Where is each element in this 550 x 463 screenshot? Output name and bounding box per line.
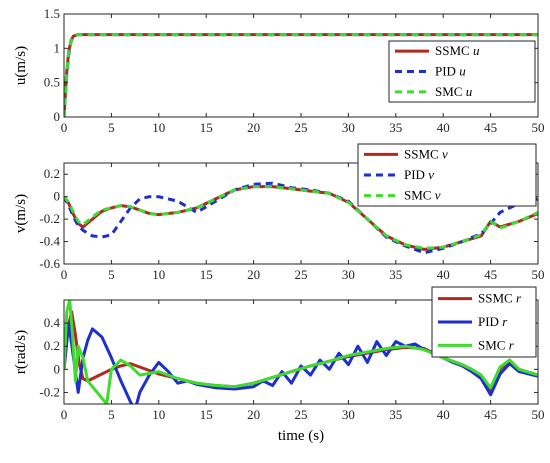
y-tick-label: -0.6 [39,256,60,271]
y-tick-label: 0.4 [44,315,61,330]
y-tick-label: -0.4 [39,234,60,249]
x-tick-label: 25 [295,267,308,282]
v-panel: 0 5 10 15 20 25 30 35 40 45 50 -0.6 -0.4 -0.2 0 0.2 v(m/… [13,143,545,282]
x-tick-label: 25 [295,407,308,422]
x-tick-label: 5 [108,407,115,422]
x-tick-label: 0 [61,120,68,135]
y-axis-label: r(rad/s) [13,330,29,374]
x-tick-label: 35 [389,267,402,282]
series-group [64,300,538,404]
x-tick-label: 45 [484,407,497,422]
series-line-ssmc-u [64,33,538,117]
x-tick-label: 25 [295,120,308,135]
x-axis-label: time (s) [278,428,324,444]
y-axis-label: v(m/s) [13,194,29,233]
r-panel: 0 5 10 15 20 25 30 35 40 45 50-0.200.20.4r(rad/s)t… [13,286,545,444]
x-tick-label: 50 [532,120,545,135]
legend-entry: PID r [478,314,508,329]
x-tick-label: 30 [342,267,355,282]
series-line-smc-r [64,300,538,404]
y-tick-label: 0.5 [44,75,60,90]
legend-entry: SSMC u [435,43,480,58]
series-line-smc-v [64,185,538,250]
y-tick-label: -0.2 [39,211,60,226]
y-tick-label: 0 [54,361,61,376]
x-tick-label: 20 [247,407,260,422]
y-tick-label: 0.2 [44,166,60,181]
legend-entry: SSMC v [404,146,448,161]
x-tick-label: 40 [437,407,450,422]
legend-entry: PID v [404,167,434,182]
y-axis-label: u(m/s) [13,46,29,85]
legend: SSMC r PID r SMC r [431,286,537,358]
legend: SSMC u PID u SMC u [388,40,536,103]
legend-entry: SSMC r [478,291,522,306]
x-tick-label: 15 [200,267,213,282]
x-tick-label: 5 [108,267,115,282]
x-tick-label: 10 [152,407,165,422]
x-tick-label: 15 [200,120,213,135]
x-tick-label: 5 [108,120,115,135]
x-tick-label: 35 [389,120,402,135]
x-tick-label: 45 [484,267,497,282]
y-tick-label: 0 [54,109,61,124]
legend-entry: SMC r [478,337,515,352]
x-tick-label: 20 [247,120,260,135]
x-tick-label: 10 [152,267,165,282]
y-tick-label: 1 [54,40,61,55]
legend: SSMC v PID v SMC v [357,143,537,207]
x-tick-label: 30 [342,120,355,135]
x-tick-label: 50 [532,407,545,422]
series-group [64,33,538,117]
u-panel: 0 5 10 15 20 25 30 35 40 45 50 0 0.5 1 1.5 u(m/s) SSMC u… [13,6,545,135]
x-tick-label: 45 [484,120,497,135]
legend-entry: SMC v [404,188,441,203]
x-tick-label: 30 [342,407,355,422]
x-tick-label: 10 [152,120,165,135]
x-tick-label: 20 [247,267,260,282]
y-tick-label: 0.2 [44,338,60,353]
x-tick-label: 0 [61,267,68,282]
x-tick-label: 15 [200,407,213,422]
y-tick-label: 0 [54,189,61,204]
y-tick-label: -0.2 [39,384,60,399]
x-tick-label: 40 [437,267,450,282]
x-tick-label: 35 [389,407,402,422]
x-tick-label: 40 [437,120,450,135]
x-tick-label: 50 [532,267,545,282]
y-tick-label: 1.5 [44,6,60,21]
series-group [64,181,538,255]
legend-entry: SMC u [435,84,473,99]
x-tick-label: 0 [61,407,68,422]
legend-entry: PID u [435,64,466,79]
